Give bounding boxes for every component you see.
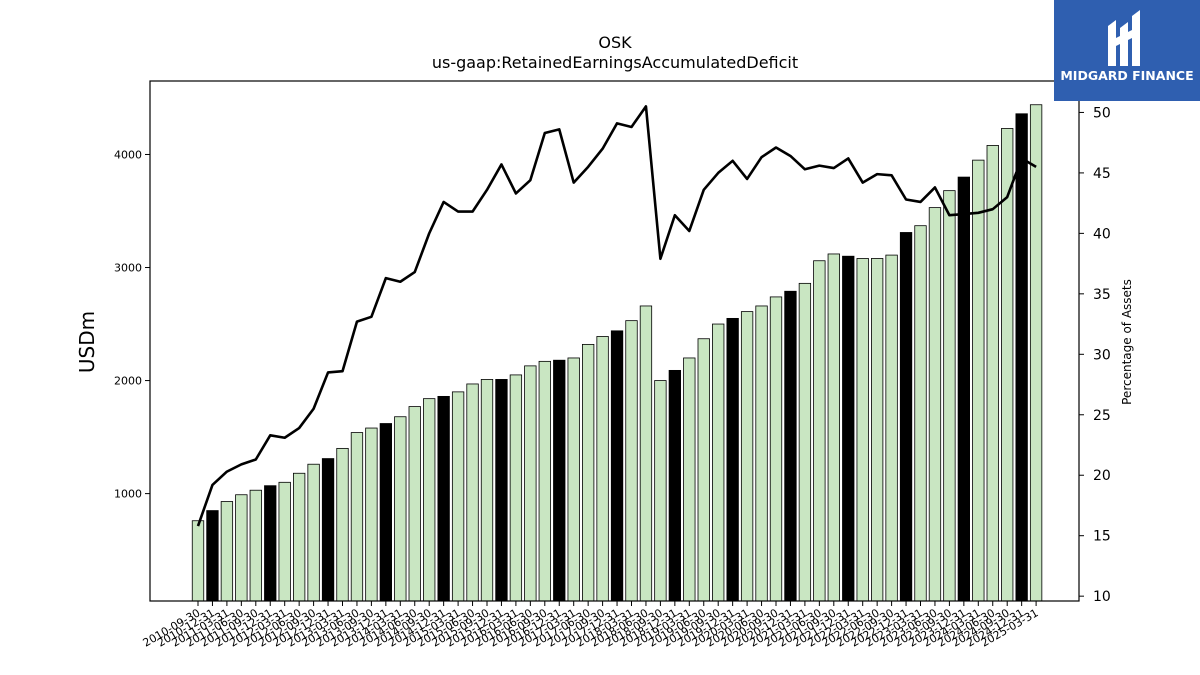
y-tick-label-right: 15 [1093, 529, 1111, 545]
midgard-finance-logo: MIDGARD FINANCE [1054, 0, 1200, 101]
bar-20 [480, 379, 494, 602]
plot-frame [149, 80, 1080, 602]
y-axis-label-right: Percentage of Assets [1120, 279, 1134, 405]
bar-18 [451, 391, 465, 602]
y-tick-label-left: 3000 [114, 262, 142, 275]
bar-17 [437, 395, 450, 602]
line-layer [196, 105, 1037, 527]
bar-8 [307, 463, 320, 602]
bar-31 [639, 305, 653, 602]
y-tick-label-right: 40 [1093, 226, 1111, 242]
bar-43 [813, 260, 826, 602]
bar-39 [755, 305, 768, 602]
bar-24 [538, 360, 551, 602]
bar-30 [625, 320, 638, 602]
y-tick-label-right: 35 [1093, 287, 1111, 303]
bar-46 [856, 258, 869, 602]
bar-1 [206, 510, 219, 602]
logo-text: MIDGARD FINANCE [1060, 68, 1194, 83]
bar-23 [524, 365, 537, 602]
bar-50 [914, 225, 927, 602]
bar-52 [943, 190, 956, 602]
bar-37 [726, 317, 739, 602]
bar-10 [336, 447, 349, 602]
y-tick-label-left: 4000 [114, 148, 142, 161]
series-line [196, 105, 1037, 527]
bar-19 [466, 383, 479, 602]
midgard-logo-icon [1108, 10, 1140, 66]
bar-29 [610, 330, 624, 602]
y-tick-label-right: 25 [1093, 408, 1111, 424]
y-tick-label-right: 30 [1093, 347, 1111, 363]
y-tick-label-left: 1000 [114, 488, 142, 501]
bar-58 [1029, 104, 1043, 602]
bar-26 [567, 357, 580, 602]
bar-57 [1015, 113, 1028, 602]
bar-35 [697, 338, 710, 602]
bar-27 [582, 343, 595, 602]
bar-4 [249, 489, 262, 602]
bar-3 [235, 494, 248, 602]
bar-16 [423, 398, 436, 602]
chart-subtitle: us-gaap:RetainedEarningsAccumulatedDefic… [432, 53, 798, 72]
chart-title: OSK [598, 33, 632, 52]
bar-36 [712, 323, 725, 602]
bar-33 [668, 369, 681, 602]
bar-34 [683, 357, 696, 602]
y-axis-label-left: USDm [75, 311, 99, 373]
y-tick-label-right: 20 [1093, 468, 1111, 484]
bar-55 [986, 145, 999, 602]
bar-11 [350, 432, 364, 602]
bar-12 [365, 427, 378, 602]
bar-38 [740, 311, 754, 602]
bar-0 [191, 520, 205, 602]
bar-47 [871, 258, 884, 602]
bar-6 [278, 481, 291, 602]
bar-5 [264, 485, 277, 602]
bar-14 [394, 416, 407, 602]
bar-49 [899, 232, 913, 602]
bar-7 [292, 472, 306, 602]
bar-41 [784, 290, 797, 602]
bar-15 [408, 406, 421, 602]
bar-54 [972, 159, 985, 602]
bar-13 [379, 423, 393, 602]
bar-2 [220, 501, 234, 602]
bar-53 [957, 176, 970, 602]
bar-32 [654, 380, 667, 602]
bar-45 [842, 255, 855, 602]
bar-48 [885, 254, 898, 602]
y-tick-label-left: 2000 [114, 375, 142, 388]
bar-25 [553, 359, 566, 602]
bar-28 [596, 336, 609, 602]
bars-layer [191, 104, 1043, 602]
y-tick-label-right: 50 [1093, 105, 1111, 121]
axis-layer: 10002000300040001015202530354045502010-0… [114, 80, 1111, 650]
bar-22 [509, 374, 523, 602]
y-tick-label-right: 45 [1093, 166, 1111, 182]
y-tick-label-right: 10 [1093, 589, 1111, 605]
bar-9 [321, 458, 335, 602]
bar-51 [928, 207, 942, 602]
bar-42 [798, 282, 812, 602]
bar-21 [495, 379, 508, 602]
bar-40 [769, 296, 783, 602]
bar-44 [827, 253, 840, 602]
